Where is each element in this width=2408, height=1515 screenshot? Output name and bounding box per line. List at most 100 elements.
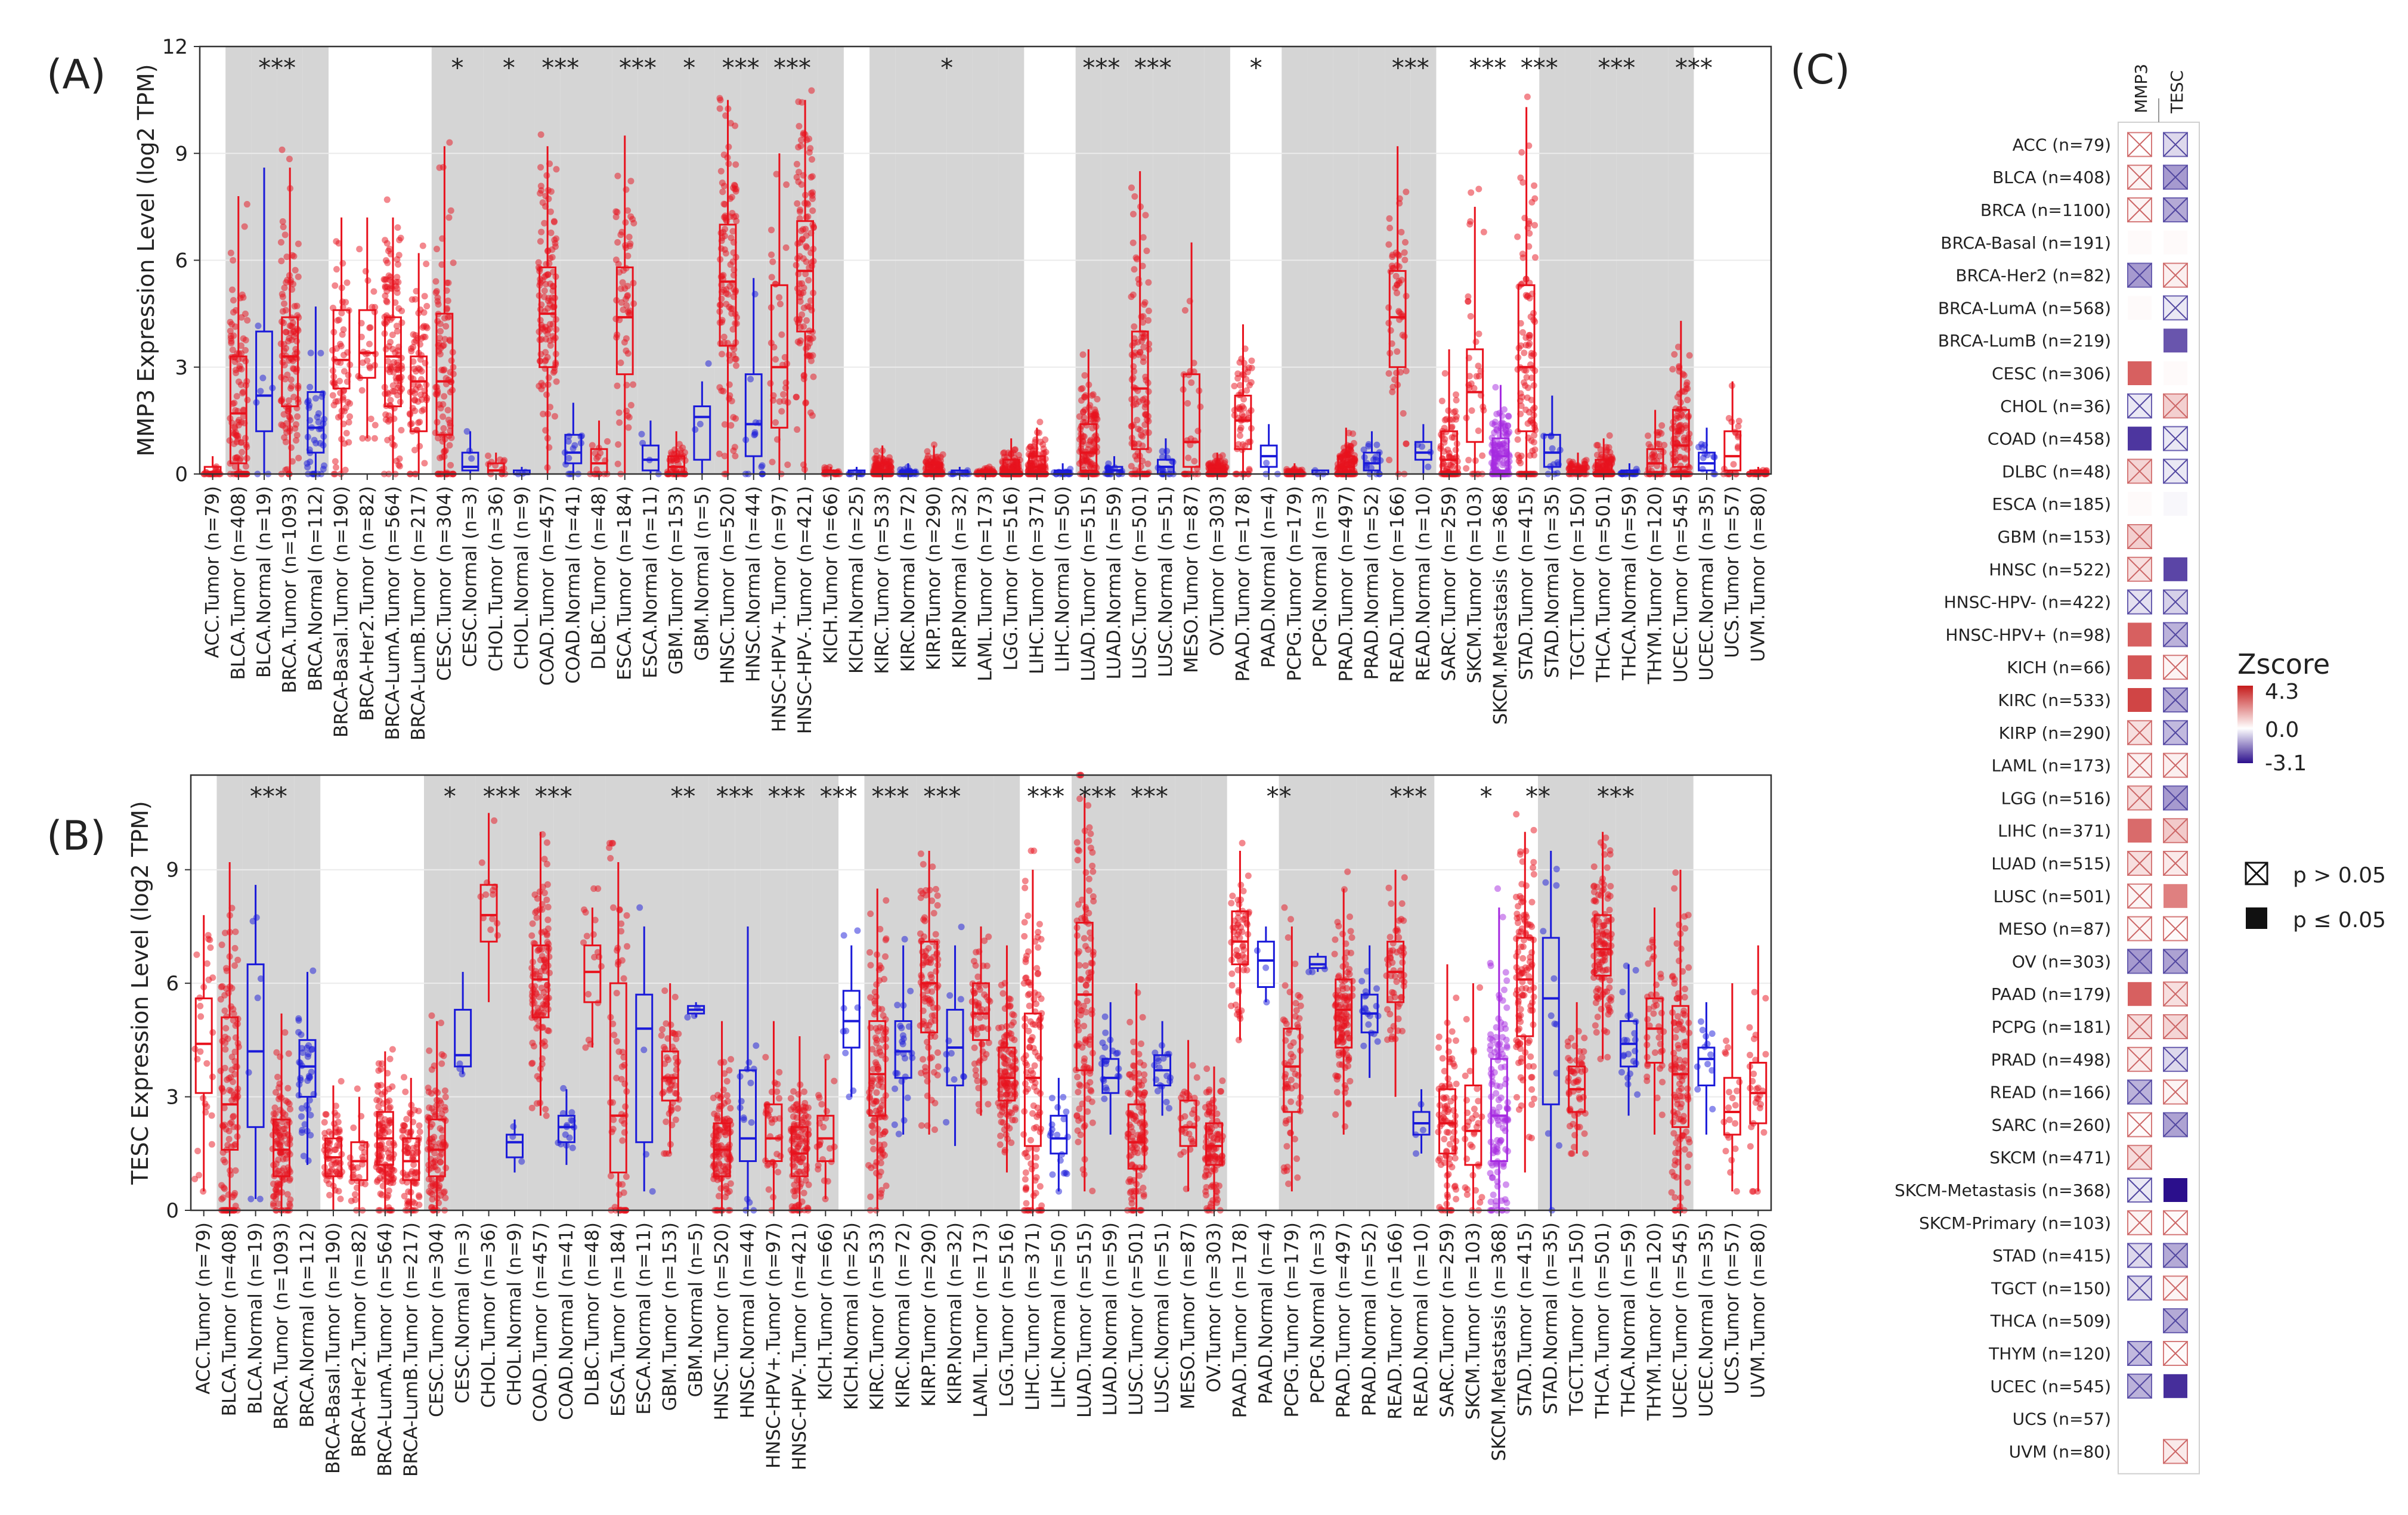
data-point <box>339 260 346 267</box>
data-point <box>233 393 240 400</box>
y-tick-label: 6 <box>175 249 188 273</box>
significance-marker: *** <box>1469 53 1506 82</box>
data-point <box>235 378 242 385</box>
data-point <box>533 907 540 915</box>
data-point <box>273 1186 280 1193</box>
data-point <box>207 944 214 951</box>
data-point <box>384 259 391 267</box>
data-point <box>281 284 288 292</box>
shaded-column <box>760 775 787 1210</box>
data-point <box>716 105 723 112</box>
data-point <box>419 242 426 249</box>
data-point <box>592 450 599 457</box>
data-point <box>544 938 551 946</box>
data-point <box>329 392 336 399</box>
data-point <box>423 302 431 309</box>
box-LUAD.Tumor (n=515) <box>1076 349 1101 478</box>
iqr-box <box>642 444 660 472</box>
data-point <box>402 1088 409 1095</box>
data-point <box>1492 383 1499 391</box>
data-point <box>538 187 545 194</box>
data-point <box>547 255 554 262</box>
data-point <box>307 383 314 391</box>
data-point <box>398 427 405 434</box>
data-point <box>230 297 237 304</box>
data-point <box>1450 408 1457 416</box>
box-LUSC.Tumor (n=501) <box>1128 171 1153 478</box>
data-point <box>732 415 739 422</box>
x-tick-label: ACC.Tumor (n=79) <box>202 486 224 658</box>
significance-marker: * <box>1250 53 1262 82</box>
data-point <box>541 219 548 227</box>
data-point <box>1494 443 1501 450</box>
data-point <box>319 390 326 397</box>
data-point <box>806 149 813 156</box>
data-point <box>805 277 812 284</box>
box-BRCA-LumA.Tumor (n=564) <box>380 196 406 478</box>
data-point <box>1142 212 1149 219</box>
data-point <box>337 1195 344 1203</box>
data-point <box>221 930 228 937</box>
data-point <box>276 1132 283 1139</box>
data-point <box>1239 441 1246 448</box>
data-point <box>239 389 246 396</box>
box-CESC.Normal (n=3) <box>461 428 479 474</box>
data-point <box>616 906 623 913</box>
data-point <box>793 394 800 401</box>
data-point <box>535 259 542 266</box>
y-tick-label: 3 <box>175 356 188 380</box>
data-point <box>305 1157 312 1164</box>
data-point <box>773 171 780 178</box>
data-point <box>538 984 545 992</box>
data-point <box>1465 293 1472 300</box>
data-point <box>298 1031 305 1038</box>
data-point <box>231 944 239 952</box>
data-point <box>350 1124 357 1132</box>
significance-marker: *** <box>258 53 296 82</box>
box-READ.Tumor (n=166) <box>1385 146 1410 478</box>
data-point <box>796 215 803 222</box>
data-point <box>802 225 809 233</box>
x-tick-label: LUSC.Normal (n=51) <box>1155 486 1177 677</box>
data-point <box>539 199 546 206</box>
data-point <box>732 453 739 460</box>
data-point <box>277 1150 284 1157</box>
data-point <box>720 333 728 340</box>
panel-c-label: (C) <box>1790 47 1850 94</box>
data-point <box>793 160 800 168</box>
data-point <box>232 1203 239 1210</box>
data-point <box>230 1010 237 1017</box>
data-point <box>733 218 740 225</box>
shaded-column <box>1097 775 1123 1210</box>
data-point <box>804 343 812 351</box>
data-point <box>543 839 550 846</box>
data-point <box>411 397 419 404</box>
data-point <box>769 458 776 466</box>
data-point <box>1735 417 1742 425</box>
data-point <box>337 389 344 396</box>
data-point <box>596 953 603 961</box>
panel-b-label: (B) <box>47 813 106 860</box>
x-tick-label: BRCA-LumA.Tumor (n=564) <box>382 486 404 740</box>
data-point <box>491 817 498 824</box>
data-point <box>721 233 728 240</box>
data-point <box>281 231 289 238</box>
data-point <box>434 318 441 325</box>
data-point <box>939 451 946 458</box>
data-point <box>627 402 635 409</box>
x-tick-label: THYM.Tumor (n=120) <box>1645 486 1666 684</box>
x-tick-label: PCPG.Normal (n=3) <box>1310 486 1331 667</box>
data-point <box>616 269 623 276</box>
data-point <box>795 98 802 106</box>
data-point <box>351 1191 358 1198</box>
data-point <box>232 1167 239 1174</box>
data-point <box>1496 410 1503 417</box>
data-point <box>441 1087 448 1094</box>
shaded-column <box>502 775 528 1210</box>
data-point <box>333 345 341 352</box>
data-point <box>227 249 234 256</box>
data-point <box>726 283 733 290</box>
data-point <box>436 164 443 171</box>
data-point <box>256 1195 264 1203</box>
data-point <box>309 967 317 974</box>
